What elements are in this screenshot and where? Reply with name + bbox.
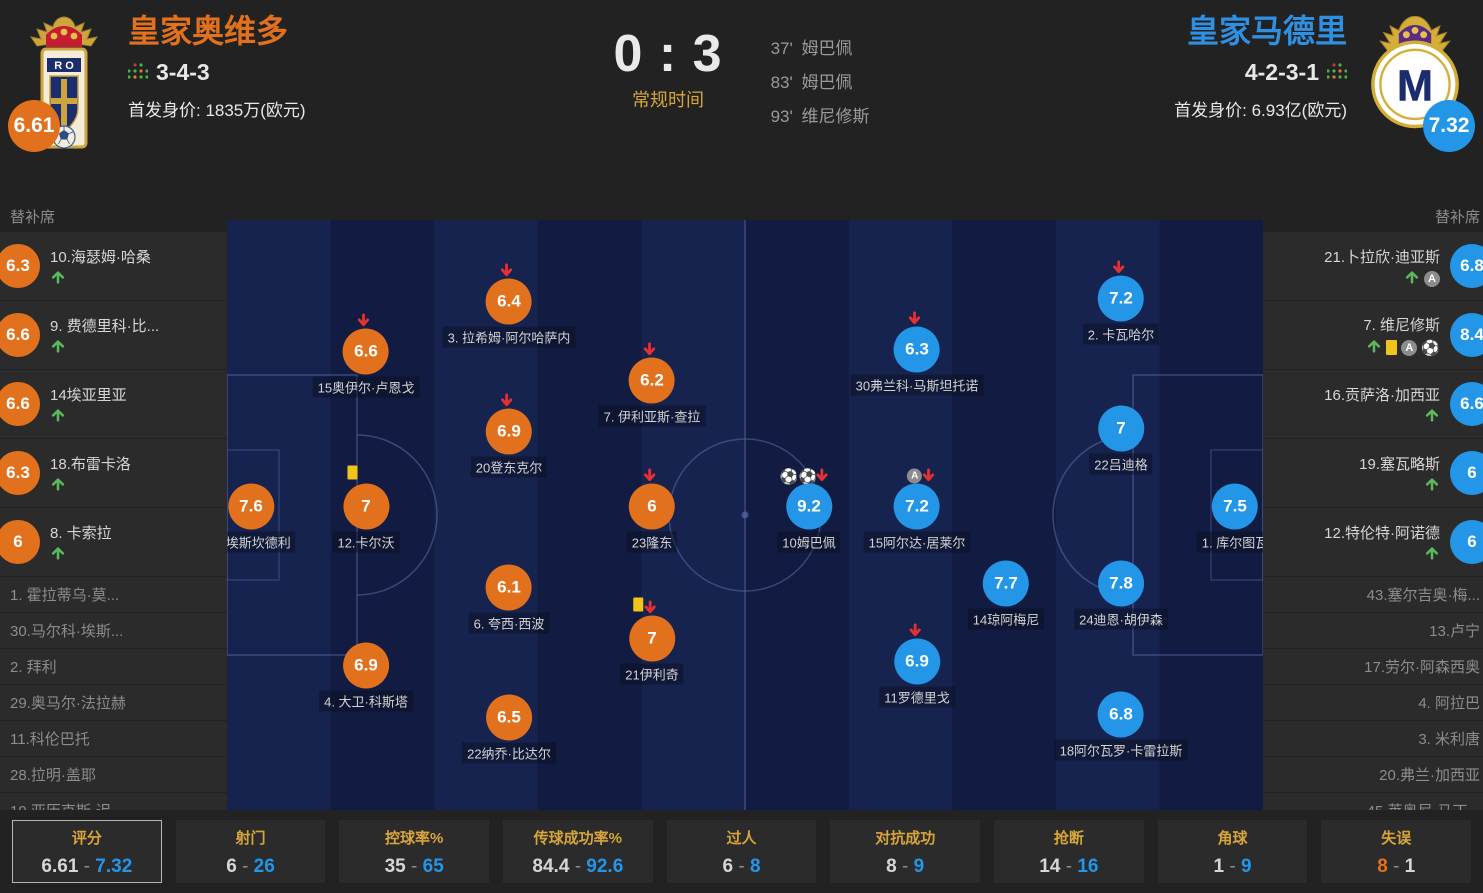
svg-text:R O: R O [54, 60, 74, 72]
svg-text:M: M [1397, 63, 1433, 111]
